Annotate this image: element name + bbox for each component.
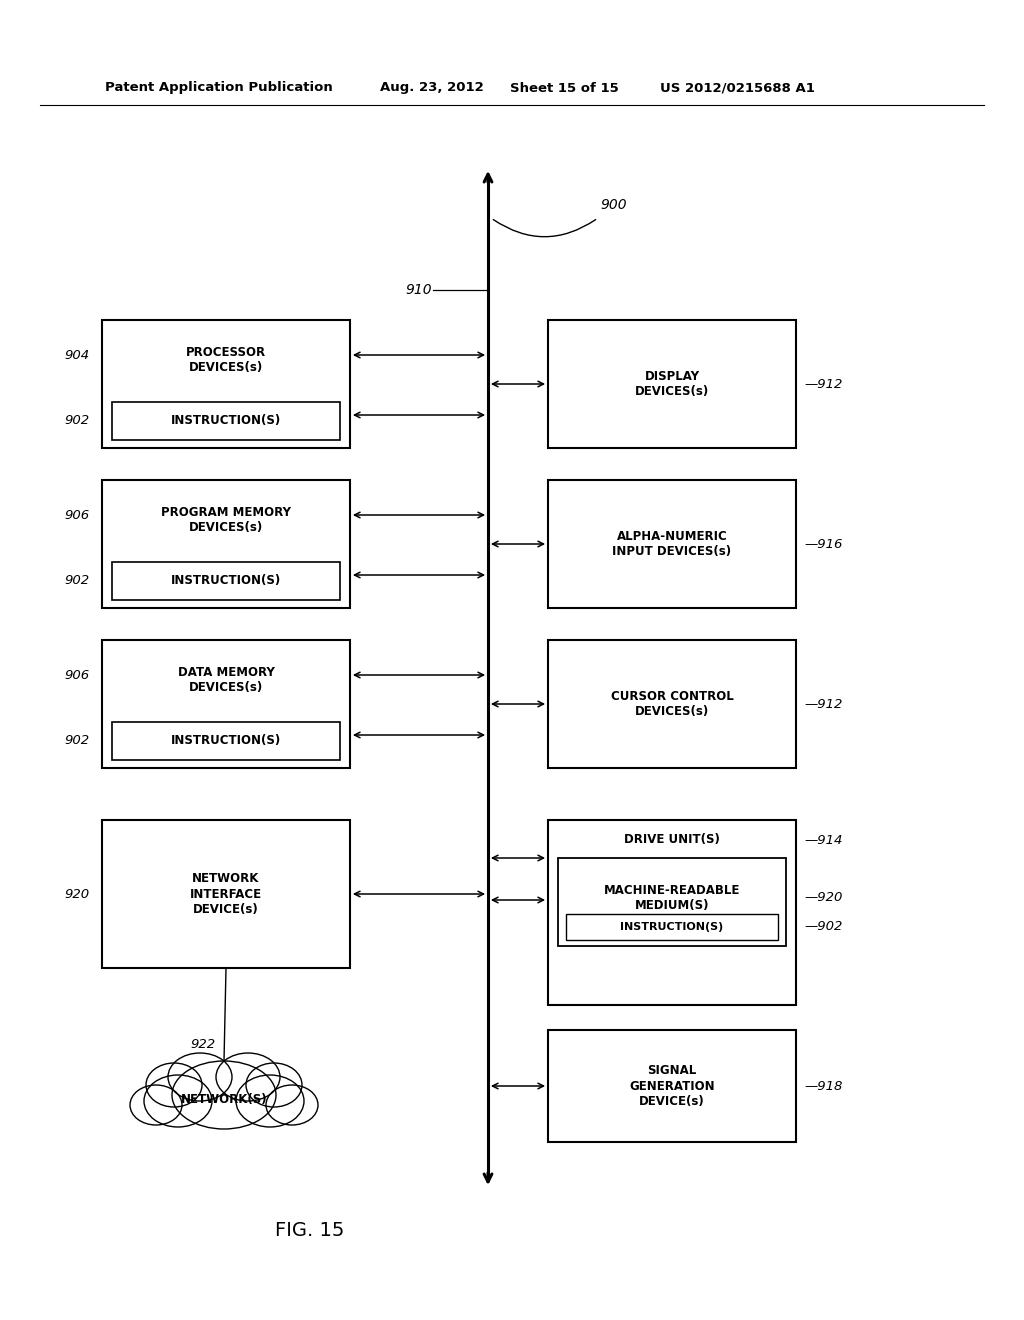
Bar xyxy=(102,640,350,768)
Text: 902: 902 xyxy=(65,414,90,428)
Text: DATA MEMORY
DEVICES(s): DATA MEMORY DEVICES(s) xyxy=(177,667,274,694)
Bar xyxy=(558,858,786,946)
Text: —916: —916 xyxy=(804,537,843,550)
Text: 902: 902 xyxy=(65,734,90,747)
Ellipse shape xyxy=(246,1063,302,1107)
Text: NETWORK
INTERFACE
DEVICE(s): NETWORK INTERFACE DEVICE(s) xyxy=(189,873,262,916)
Text: —914: —914 xyxy=(804,833,843,846)
Text: INSTRUCTION(S): INSTRUCTION(S) xyxy=(171,734,282,747)
Bar xyxy=(548,319,796,447)
Text: DRIVE UNIT(S): DRIVE UNIT(S) xyxy=(624,833,720,846)
Text: ALPHA-NUMERIC
INPUT DEVICES(s): ALPHA-NUMERIC INPUT DEVICES(s) xyxy=(612,531,731,558)
Text: Patent Application Publication: Patent Application Publication xyxy=(105,82,333,95)
Ellipse shape xyxy=(216,1053,280,1101)
Text: FIG. 15: FIG. 15 xyxy=(275,1221,345,1239)
Text: MACHINE-READABLE
MEDIUM(S): MACHINE-READABLE MEDIUM(S) xyxy=(604,883,740,912)
Ellipse shape xyxy=(172,1061,276,1129)
Bar xyxy=(112,561,340,601)
Text: INSTRUCTION(S): INSTRUCTION(S) xyxy=(621,921,724,932)
Ellipse shape xyxy=(168,1053,232,1101)
Text: DISPLAY
DEVICES(s): DISPLAY DEVICES(s) xyxy=(635,370,710,399)
Bar xyxy=(566,913,778,940)
Text: SIGNAL
GENERATION
DEVICE(s): SIGNAL GENERATION DEVICE(s) xyxy=(629,1064,715,1107)
Text: —920: —920 xyxy=(804,891,843,904)
Ellipse shape xyxy=(144,1074,212,1127)
Text: US 2012/0215688 A1: US 2012/0215688 A1 xyxy=(660,82,815,95)
Ellipse shape xyxy=(236,1074,304,1127)
Text: CURSOR CONTROL
DEVICES(s): CURSOR CONTROL DEVICES(s) xyxy=(610,690,733,718)
Bar xyxy=(548,1030,796,1142)
Bar xyxy=(102,480,350,609)
Text: Aug. 23, 2012: Aug. 23, 2012 xyxy=(380,82,483,95)
Text: Sheet 15 of 15: Sheet 15 of 15 xyxy=(510,82,618,95)
Ellipse shape xyxy=(266,1085,318,1125)
Text: 904: 904 xyxy=(65,350,90,362)
Text: 902: 902 xyxy=(65,574,90,587)
Text: —912: —912 xyxy=(804,378,843,391)
Bar xyxy=(112,722,340,760)
Bar xyxy=(102,319,350,447)
Ellipse shape xyxy=(130,1085,182,1125)
Text: 922: 922 xyxy=(190,1039,215,1052)
Text: PROGRAM MEMORY
DEVICES(s): PROGRAM MEMORY DEVICES(s) xyxy=(161,507,291,535)
Bar xyxy=(102,820,350,968)
Text: —912: —912 xyxy=(804,697,843,710)
Text: 906: 906 xyxy=(65,669,90,682)
Bar xyxy=(548,480,796,609)
Bar xyxy=(112,401,340,440)
Text: PROCESSOR
DEVICES(s): PROCESSOR DEVICES(s) xyxy=(186,346,266,375)
Text: —902: —902 xyxy=(804,920,843,933)
Text: —918: —918 xyxy=(804,1080,843,1093)
Text: INSTRUCTION(S): INSTRUCTION(S) xyxy=(171,414,282,428)
Bar xyxy=(548,640,796,768)
Text: 900: 900 xyxy=(600,198,627,213)
Ellipse shape xyxy=(146,1063,202,1107)
Text: 910: 910 xyxy=(406,282,432,297)
Text: 906: 906 xyxy=(65,510,90,523)
Text: 920: 920 xyxy=(65,887,90,900)
Text: NETWORK(S): NETWORK(S) xyxy=(180,1093,267,1106)
Text: INSTRUCTION(S): INSTRUCTION(S) xyxy=(171,574,282,587)
Bar xyxy=(548,820,796,1005)
